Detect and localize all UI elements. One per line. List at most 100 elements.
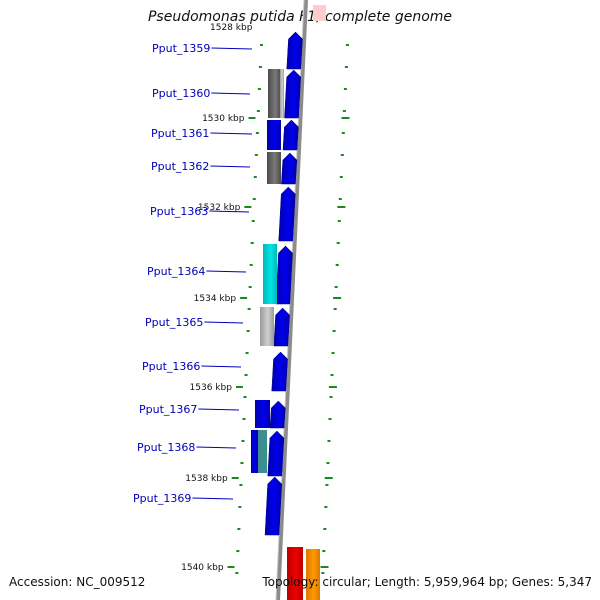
minor-tick-left bbox=[247, 308, 251, 310]
minor-tick-right bbox=[329, 396, 333, 398]
minor-tick-left bbox=[255, 132, 259, 134]
topology-text: Topology: circular; Length: 5,959,964 bp… bbox=[262, 575, 592, 589]
gene-leader-line bbox=[210, 165, 251, 168]
gene-leader-line bbox=[198, 408, 240, 411]
major-tick-right bbox=[324, 477, 333, 479]
gene-label[interactable]: Pput_1359 bbox=[152, 42, 210, 55]
minor-tick-right bbox=[326, 462, 330, 464]
minor-tick-right bbox=[335, 264, 339, 266]
gene-label[interactable]: Pput_1369 bbox=[133, 492, 191, 505]
minor-tick-left bbox=[238, 506, 242, 508]
minor-tick-right bbox=[321, 572, 325, 574]
minor-tick-left bbox=[243, 396, 247, 398]
accession-text: Accession: NC_009512 bbox=[9, 575, 146, 589]
feature-box[interactable] bbox=[263, 244, 277, 304]
minor-tick-left bbox=[257, 88, 261, 90]
minor-tick-left bbox=[251, 220, 255, 222]
gene-label[interactable]: Pput_1363 bbox=[150, 205, 208, 218]
gene-label[interactable]: Pput_1367 bbox=[139, 403, 197, 416]
minor-tick-right bbox=[334, 286, 338, 288]
minor-tick-left bbox=[240, 462, 244, 464]
cds-arrow[interactable] bbox=[286, 31, 303, 70]
minor-tick-right bbox=[333, 308, 337, 310]
minor-tick-left bbox=[258, 66, 262, 68]
minor-tick-right bbox=[341, 132, 345, 134]
cds-arrow[interactable] bbox=[284, 69, 301, 119]
partial-feature-block bbox=[313, 5, 326, 21]
feature-box[interactable] bbox=[258, 430, 267, 473]
gene-label[interactable]: Pput_1361 bbox=[151, 127, 209, 140]
minor-tick-right bbox=[344, 66, 348, 68]
cds-arrow[interactable] bbox=[275, 245, 293, 305]
minor-tick-left bbox=[254, 154, 258, 156]
feature-box[interactable] bbox=[260, 307, 274, 346]
minor-tick-right bbox=[339, 176, 343, 178]
gene-label[interactable]: Pput_1368 bbox=[137, 441, 195, 454]
major-tick-right bbox=[328, 386, 337, 388]
cds-arrow[interactable] bbox=[269, 400, 286, 429]
minor-tick-left bbox=[237, 528, 241, 530]
cds-arrow[interactable] bbox=[273, 307, 290, 347]
minor-tick-right bbox=[322, 550, 326, 552]
minor-tick-right bbox=[323, 528, 327, 530]
minor-tick-right bbox=[340, 154, 344, 156]
major-tick-left bbox=[240, 297, 248, 299]
tick-label: 1534 kbp bbox=[194, 294, 237, 304]
major-tick-left bbox=[244, 206, 252, 208]
feature-box[interactable] bbox=[267, 152, 281, 184]
cds-arrow[interactable] bbox=[267, 430, 285, 477]
tick-label: 1530 kbp bbox=[202, 114, 245, 124]
minor-tick-right bbox=[331, 352, 335, 354]
feature-box[interactable] bbox=[268, 69, 281, 118]
tick-label: 1532 kbp bbox=[198, 203, 241, 213]
gene-label[interactable]: Pput_1362 bbox=[151, 160, 209, 173]
gene-label[interactable]: Pput_1364 bbox=[147, 265, 205, 278]
minor-tick-left bbox=[253, 176, 257, 178]
minor-tick-left bbox=[245, 352, 249, 354]
minor-tick-left bbox=[242, 418, 246, 420]
cds-arrow[interactable] bbox=[264, 476, 282, 536]
gene-leader-line bbox=[201, 365, 242, 368]
major-tick-left bbox=[227, 566, 235, 568]
gene-leader-line bbox=[211, 47, 253, 50]
minor-tick-right bbox=[324, 506, 328, 508]
major-tick-left bbox=[235, 386, 243, 388]
minor-tick-right bbox=[336, 242, 340, 244]
gene-label[interactable]: Pput_1365 bbox=[145, 316, 203, 329]
minor-tick-left bbox=[246, 330, 250, 332]
cds-arrow[interactable] bbox=[278, 186, 296, 242]
gene-leader-line bbox=[210, 132, 253, 135]
feature-box-orange[interactable] bbox=[306, 549, 320, 600]
minor-tick-left bbox=[252, 198, 256, 200]
minor-tick-left bbox=[249, 264, 253, 266]
major-tick-right bbox=[341, 117, 350, 119]
minor-tick-right bbox=[337, 220, 341, 222]
major-tick-right bbox=[333, 297, 342, 299]
major-tick-right bbox=[320, 566, 329, 568]
cds-arrow[interactable] bbox=[282, 119, 299, 151]
cds-arrow[interactable] bbox=[271, 351, 288, 392]
minor-tick-left bbox=[250, 242, 254, 244]
gene-label[interactable]: Pput_1366 bbox=[142, 360, 200, 373]
minor-tick-right bbox=[330, 374, 334, 376]
tick-label-top: 1528 kbp bbox=[210, 23, 253, 33]
feature-box[interactable] bbox=[255, 400, 270, 428]
feature-box-red[interactable] bbox=[287, 547, 303, 600]
feature-box[interactable] bbox=[251, 430, 258, 473]
gene-label[interactable]: Pput_1360 bbox=[152, 87, 210, 100]
feature-box[interactable] bbox=[267, 120, 281, 150]
minor-tick-right bbox=[332, 330, 336, 332]
feature-box[interactable] bbox=[280, 69, 284, 118]
gene-leader-line bbox=[206, 270, 247, 273]
minor-tick-left bbox=[239, 484, 243, 486]
gene-leader-line bbox=[192, 497, 234, 500]
cds-arrow[interactable] bbox=[281, 152, 298, 185]
major-tick-left bbox=[248, 117, 256, 119]
minor-tick-right bbox=[338, 198, 342, 200]
genome-title: Pseudomonas putida F1, complete genome bbox=[147, 9, 453, 25]
minor-tick-left bbox=[241, 440, 245, 442]
tick-label: 1538 kbp bbox=[185, 474, 228, 484]
minor-tick-left bbox=[235, 572, 239, 574]
